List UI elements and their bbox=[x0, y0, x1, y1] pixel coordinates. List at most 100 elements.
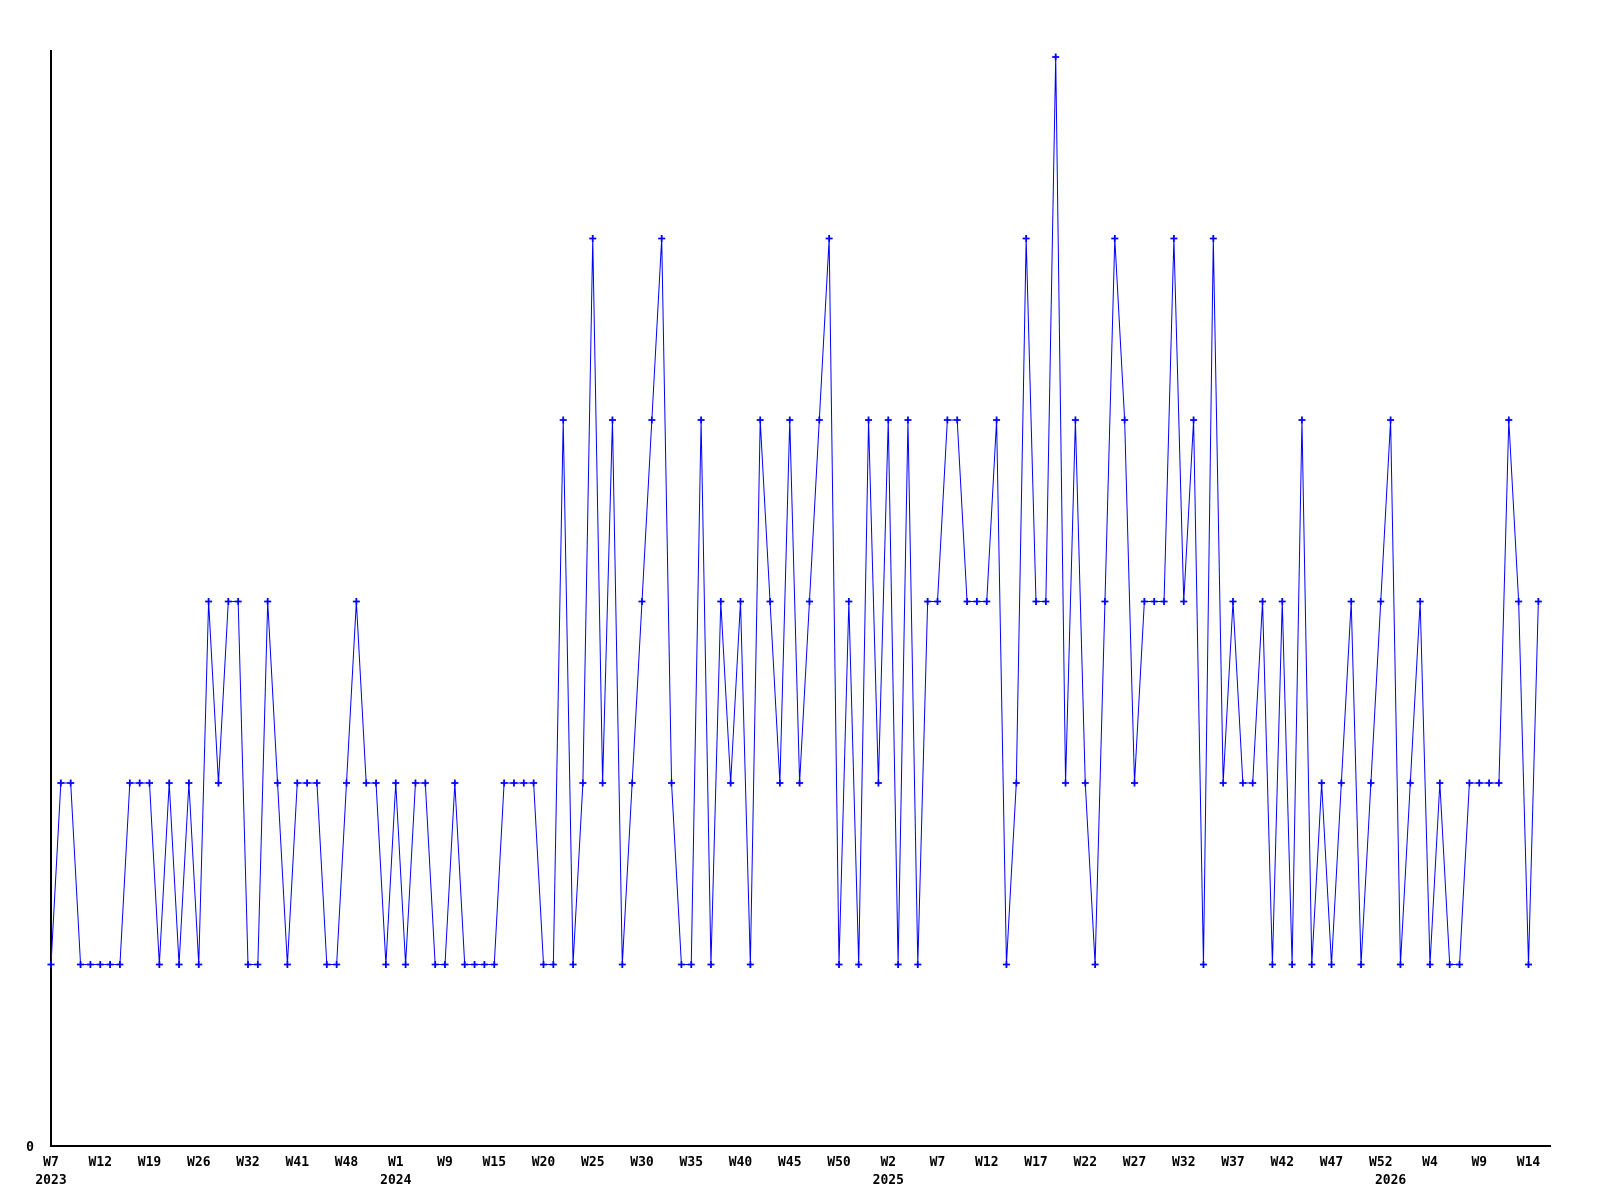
data-point-marker bbox=[1111, 235, 1119, 242]
x-tick-label: W25 bbox=[581, 1155, 604, 1170]
data-point-marker bbox=[874, 779, 882, 787]
x-tick-label: W27 bbox=[1123, 1155, 1146, 1170]
data-point-marker bbox=[451, 779, 459, 787]
data-point-marker bbox=[1426, 961, 1434, 968]
x-tick-label: W15 bbox=[483, 1155, 506, 1170]
data-point-marker bbox=[904, 416, 912, 424]
data-point-marker bbox=[146, 779, 153, 787]
data-point-marker bbox=[195, 961, 203, 968]
data-point-marker bbox=[559, 416, 567, 424]
x-tick-label: W48 bbox=[335, 1155, 359, 1170]
x-tick-label: W30 bbox=[630, 1155, 654, 1170]
data-point-marker bbox=[1298, 416, 1306, 424]
data-point-marker bbox=[323, 961, 331, 968]
data-point-marker bbox=[1485, 779, 1493, 787]
data-point-marker bbox=[1121, 416, 1129, 424]
data-point-marker bbox=[549, 961, 557, 968]
data-point-marker bbox=[461, 961, 469, 968]
data-point-marker bbox=[392, 779, 400, 787]
data-point-marker bbox=[746, 961, 754, 968]
data-point-marker bbox=[372, 779, 380, 787]
x-tick-label: W40 bbox=[729, 1155, 753, 1170]
x-tick-label: W9 bbox=[1471, 1155, 1487, 1170]
data-point-marker bbox=[707, 961, 715, 968]
data-point-marker bbox=[274, 779, 282, 787]
data-point-marker bbox=[1367, 779, 1375, 787]
series-line bbox=[50, 56, 1539, 965]
data-point-marker bbox=[67, 779, 75, 787]
data-point-marker bbox=[500, 779, 508, 787]
axes bbox=[50, 50, 1551, 1147]
data-point-marker bbox=[914, 961, 922, 968]
data-point-marker bbox=[1268, 961, 1276, 968]
data-point-marker bbox=[1140, 598, 1148, 605]
x-tick-label: W9 bbox=[437, 1155, 453, 1170]
data-point-marker bbox=[658, 235, 666, 242]
data-point-marker bbox=[1002, 961, 1010, 968]
data-point-marker bbox=[471, 961, 479, 968]
data-point-marker bbox=[431, 961, 439, 968]
data-point-marker bbox=[96, 961, 104, 968]
data-point-marker bbox=[1416, 598, 1424, 605]
data-point-marker bbox=[786, 416, 794, 424]
data-point-marker bbox=[362, 779, 370, 787]
data-point-marker bbox=[1465, 779, 1473, 787]
data-point-marker bbox=[1042, 598, 1050, 605]
data-point-marker bbox=[1190, 416, 1198, 424]
data-point-marker bbox=[1406, 779, 1414, 787]
data-point-marker bbox=[943, 416, 951, 424]
data-point-marker bbox=[717, 598, 725, 605]
data-point-marker bbox=[805, 598, 813, 605]
x-tick-label: W12 bbox=[89, 1155, 112, 1170]
data-point-marker bbox=[756, 416, 764, 424]
data-point-marker bbox=[333, 961, 341, 968]
data-point-marker bbox=[313, 779, 321, 787]
data-point-marker bbox=[1347, 598, 1355, 605]
data-point-marker bbox=[126, 779, 134, 787]
data-point-marker bbox=[697, 416, 705, 424]
data-point-marker bbox=[1199, 961, 1207, 968]
data-point-marker bbox=[579, 779, 587, 787]
data-point-marker bbox=[796, 779, 804, 787]
x-year-label: 2024 bbox=[380, 1173, 411, 1188]
data-point-marker bbox=[106, 961, 114, 968]
data-point-marker bbox=[776, 779, 784, 787]
data-point-marker bbox=[1062, 779, 1070, 787]
data-point-marker bbox=[835, 961, 843, 968]
x-tick-label: W32 bbox=[236, 1155, 259, 1170]
data-point-marker bbox=[934, 598, 941, 605]
data-point-marker bbox=[1180, 598, 1188, 605]
data-point-marker bbox=[411, 779, 419, 787]
data-point-marker bbox=[1071, 416, 1079, 424]
data-point-marker bbox=[1081, 779, 1089, 787]
data-point-marker bbox=[1229, 598, 1237, 605]
x-tick-label: W2 bbox=[880, 1155, 896, 1170]
data-point-marker bbox=[540, 961, 547, 968]
data-point-marker bbox=[224, 598, 232, 605]
data-point-marker bbox=[1318, 779, 1326, 787]
data-point-marker bbox=[648, 416, 656, 424]
data-point-marker bbox=[1219, 779, 1227, 787]
x-year-label: 2025 bbox=[873, 1173, 904, 1188]
x-tick-label: W19 bbox=[138, 1155, 161, 1170]
data-point-marker bbox=[185, 779, 193, 787]
x-tick-label: W50 bbox=[827, 1155, 851, 1170]
data-point-marker bbox=[1505, 416, 1513, 424]
x-tick-label: W17 bbox=[1024, 1155, 1047, 1170]
axis-labels: 0 W7 W12 W19 W26 W32 W41 W48 W1 W9 W15 W20 W25 W30 W35… bbox=[26, 1140, 1540, 1188]
data-point-marker bbox=[264, 598, 272, 605]
data-point-marker bbox=[894, 961, 902, 968]
data-point-marker bbox=[510, 779, 518, 787]
data-point-marker bbox=[1032, 598, 1040, 605]
data-point-marker bbox=[687, 961, 695, 968]
x-tick-label: W7 bbox=[930, 1155, 946, 1170]
data-point-marker bbox=[244, 961, 252, 968]
data-point-marker bbox=[1377, 598, 1385, 605]
x-tick-label: W42 bbox=[1271, 1155, 1294, 1170]
data-point-marker bbox=[1170, 235, 1178, 242]
data-point-marker bbox=[884, 416, 892, 424]
data-point-marker bbox=[77, 961, 85, 968]
data-point-marker bbox=[1278, 598, 1286, 605]
data-point-marker bbox=[1328, 961, 1335, 968]
